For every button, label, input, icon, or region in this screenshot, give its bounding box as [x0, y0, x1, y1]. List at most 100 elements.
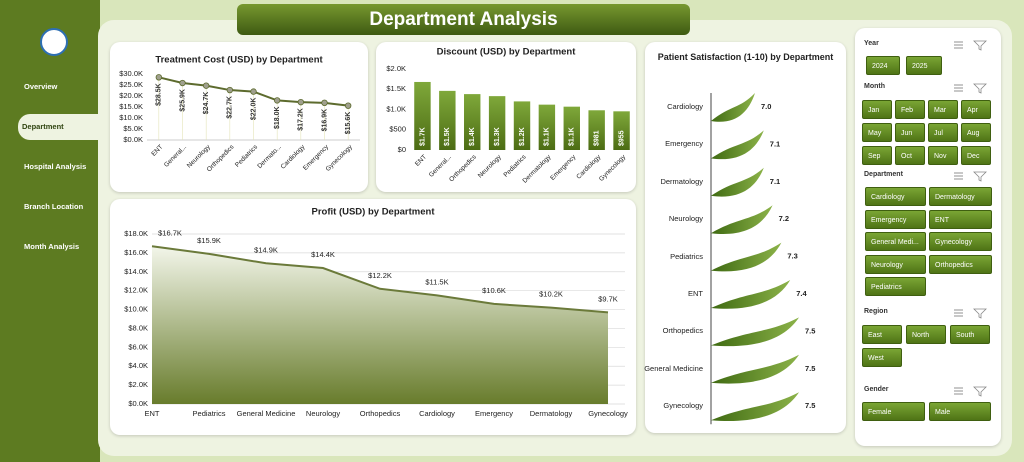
slicer-button[interactable]: West — [862, 348, 902, 367]
x-tick-label: Dermatology — [530, 409, 573, 418]
bar — [711, 130, 764, 160]
slicer-button[interactable]: 2025 — [906, 56, 942, 75]
value-label: $10.2K — [539, 290, 563, 299]
slicer-button[interactable]: Feb — [895, 100, 925, 119]
slicer-button[interactable]: Sep — [862, 146, 892, 165]
y-tick-label: Cardiology — [667, 102, 703, 111]
value-label: $1.2K — [519, 127, 526, 146]
bar — [439, 90, 456, 150]
slicer-button[interactable]: Neurology — [865, 254, 926, 274]
slicer-button[interactable]: Emergency — [865, 209, 926, 229]
slicer-button[interactable]: North — [906, 325, 946, 344]
y-tick-label: Neurology — [668, 214, 703, 224]
slicer-button[interactable]: Aug — [961, 123, 991, 142]
y-tick-label: Gynecology — [663, 401, 703, 411]
slicer-button[interactable]: East — [862, 325, 902, 344]
value-label: $25.9K — [179, 89, 186, 112]
slicer-button[interactable]: Dec — [961, 146, 991, 165]
x-tick-label: Neurology — [477, 153, 503, 179]
area — [152, 246, 608, 404]
x-tick-label: Pediatrics — [502, 153, 528, 179]
slicer-title: Month — [864, 83, 885, 90]
value-label: $1.7K — [419, 127, 426, 146]
card — [110, 42, 368, 192]
y-tick-label: $1.5K — [386, 84, 406, 93]
nav-item[interactable]: Month Analysis — [24, 242, 80, 251]
selected-tab — [18, 114, 100, 140]
slicer-button[interactable]: Female — [862, 402, 925, 421]
slicer-button[interactable]: May — [862, 123, 892, 142]
value-label: 7.0 — [761, 102, 771, 111]
value-label: $1.5K — [444, 127, 451, 146]
bar — [538, 104, 556, 150]
y-tick-label: $18.0K — [124, 229, 148, 238]
x-tick-label: General... — [428, 154, 453, 179]
chart-title: Patient Satisfaction (1-10) by Departmen… — [657, 52, 834, 62]
x-tick-label: Emergency — [549, 153, 578, 182]
sidebar — [0, 0, 100, 462]
nav-item[interactable]: Hospital Analysis — [24, 162, 87, 171]
bar — [488, 96, 506, 150]
x-tick-label: General Medicine — [237, 409, 296, 418]
bar — [711, 392, 799, 421]
value-label: 7.5 — [805, 326, 815, 335]
slicer-button[interactable]: Dermatology — [929, 187, 992, 206]
slicer-title: Gender — [864, 386, 889, 393]
value-label: $1.1K — [569, 127, 576, 146]
marker — [155, 74, 163, 81]
value-label: 7.5 — [805, 364, 815, 373]
y-tick-label: $2.0K — [386, 64, 406, 73]
value-label: $24.7K — [203, 92, 210, 115]
y-tick-label: $0.0K — [128, 399, 148, 408]
slicer-button[interactable]: Nov — [928, 146, 958, 165]
value-label: 7.1 — [770, 177, 780, 186]
slicer-button[interactable]: Mar — [928, 100, 958, 119]
marker — [250, 88, 257, 95]
slicer-button[interactable]: 2024 — [866, 56, 900, 75]
filter-icon — [973, 308, 987, 319]
data-line — [151, 245, 609, 314]
y-tick-label: $1.0K — [386, 104, 406, 113]
value-label: $22.7K — [227, 96, 234, 119]
bar — [613, 111, 630, 150]
filter-icon — [973, 40, 987, 51]
x-tick-label: ENT — [414, 154, 428, 168]
x-tick-label: Cardiology — [419, 409, 455, 418]
y-tick-label: ENT — [688, 289, 703, 298]
y-tick-label: $2.0K — [128, 380, 148, 389]
slicer-button[interactable]: Orthopedics — [929, 254, 992, 274]
slicer-button[interactable]: Gynecology — [929, 232, 992, 251]
bar — [513, 101, 531, 150]
bar — [414, 81, 431, 150]
nav-item[interactable]: Branch Location — [24, 202, 84, 211]
y-tick-label: General Medicine — [644, 363, 703, 373]
slicer-title: Region — [864, 308, 888, 315]
y-tick-label: $4.0K — [128, 361, 148, 370]
slicer-button[interactable]: Jun — [895, 123, 925, 142]
value-label: $12.2K — [368, 271, 392, 280]
nav-item[interactable]: Department — [22, 122, 64, 131]
y-tick-label: $0.0K — [123, 135, 143, 144]
slicer-button[interactable]: Cardiology — [865, 187, 926, 206]
slicer-button[interactable]: ENT — [929, 209, 992, 229]
value-label: $1.4K — [469, 127, 476, 146]
slicer-button[interactable]: General Medi... — [865, 232, 926, 251]
x-tick-label: Gynecology — [598, 153, 628, 183]
slicer-button[interactable]: Jul — [928, 123, 958, 142]
slicer-button[interactable]: Jan — [862, 100, 892, 119]
slicer-button[interactable]: Oct — [895, 146, 925, 165]
marker — [297, 98, 305, 106]
slicer-button[interactable]: Male — [929, 402, 991, 421]
y-tick-label: $25.0K — [119, 80, 143, 89]
bar — [711, 354, 799, 384]
x-tick-label: ENT — [150, 144, 164, 158]
slicer-button[interactable]: South — [950, 325, 990, 344]
y-tick-label: $8.0K — [128, 323, 148, 332]
slicer-button[interactable]: Apr — [961, 100, 991, 119]
x-tick-label: Pediatrics — [193, 409, 226, 418]
value-label: 7.3 — [787, 252, 797, 261]
slicer-button[interactable]: Pediatrics — [865, 277, 926, 296]
value-label: 7.1 — [770, 139, 780, 148]
nav-item[interactable]: Overview — [24, 82, 58, 91]
